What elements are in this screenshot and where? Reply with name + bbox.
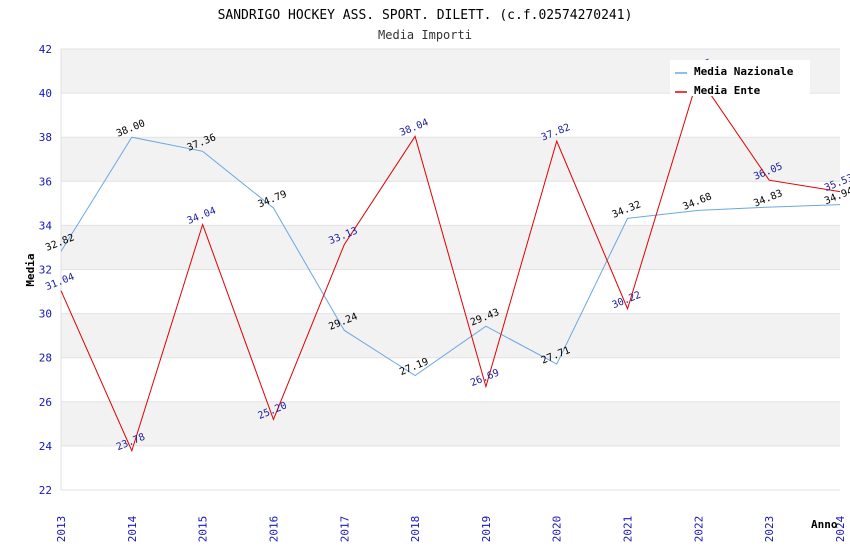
x-tick-label: 2023 (763, 516, 776, 543)
y-tick-label: 36 (39, 175, 52, 188)
chart-title: SANDRIGO HOCKEY ASS. SPORT. DILETT. (c.f… (218, 8, 633, 23)
x-tick-label: 2013 (55, 516, 68, 543)
x-tick-label: 2017 (338, 516, 351, 543)
grid-band (61, 137, 840, 182)
legend-label-media-ente: Media Ente (694, 84, 761, 97)
y-tick-label: 34 (39, 219, 53, 232)
x-axis-ticks: 2013 2014 2015 2016 2017 2018 2019 2020 2021 2022… (55, 515, 847, 542)
legend-label-media-nazionale: Media Nazionale (694, 65, 794, 78)
y-tick-label: 38 (39, 131, 52, 144)
y-axis-ticks: 22 24 26 28 30 32 34 36 38 40 42 (39, 43, 53, 497)
y-tick-label: 24 (39, 440, 53, 453)
y-axis-label: Media (24, 253, 37, 286)
chart-subtitle: Media Importi (378, 28, 472, 42)
series-line-media-nazionale (60, 136, 841, 377)
y-tick-label: 32 (39, 264, 52, 277)
x-tick-label: 2019 (480, 516, 493, 543)
x-tick-label: 2021 (622, 516, 635, 543)
x-tick-label: 2016 (267, 516, 280, 543)
x-tick-label: 2022 (692, 516, 705, 543)
y-tick-label: 40 (39, 87, 52, 100)
x-tick-label: 2014 (126, 515, 139, 542)
y-tick-label: 26 (39, 396, 52, 409)
x-tick-label: 2020 (551, 516, 564, 543)
x-tick-label: 2018 (409, 516, 422, 543)
y-tick-label: 28 (39, 352, 52, 365)
x-axis-label: Anno (811, 518, 838, 531)
legend-box (670, 60, 810, 96)
grid-band (61, 401, 840, 446)
x-tick-label: 2024 (834, 515, 847, 542)
x-tick-label: 2015 (197, 516, 210, 543)
y-tick-label: 42 (39, 43, 52, 56)
legend: Media Nazionale Media Ente (670, 60, 810, 97)
y-tick-label: 30 (39, 308, 52, 321)
plot-background (60, 48, 840, 491)
y-tick-label: 22 (39, 484, 52, 497)
